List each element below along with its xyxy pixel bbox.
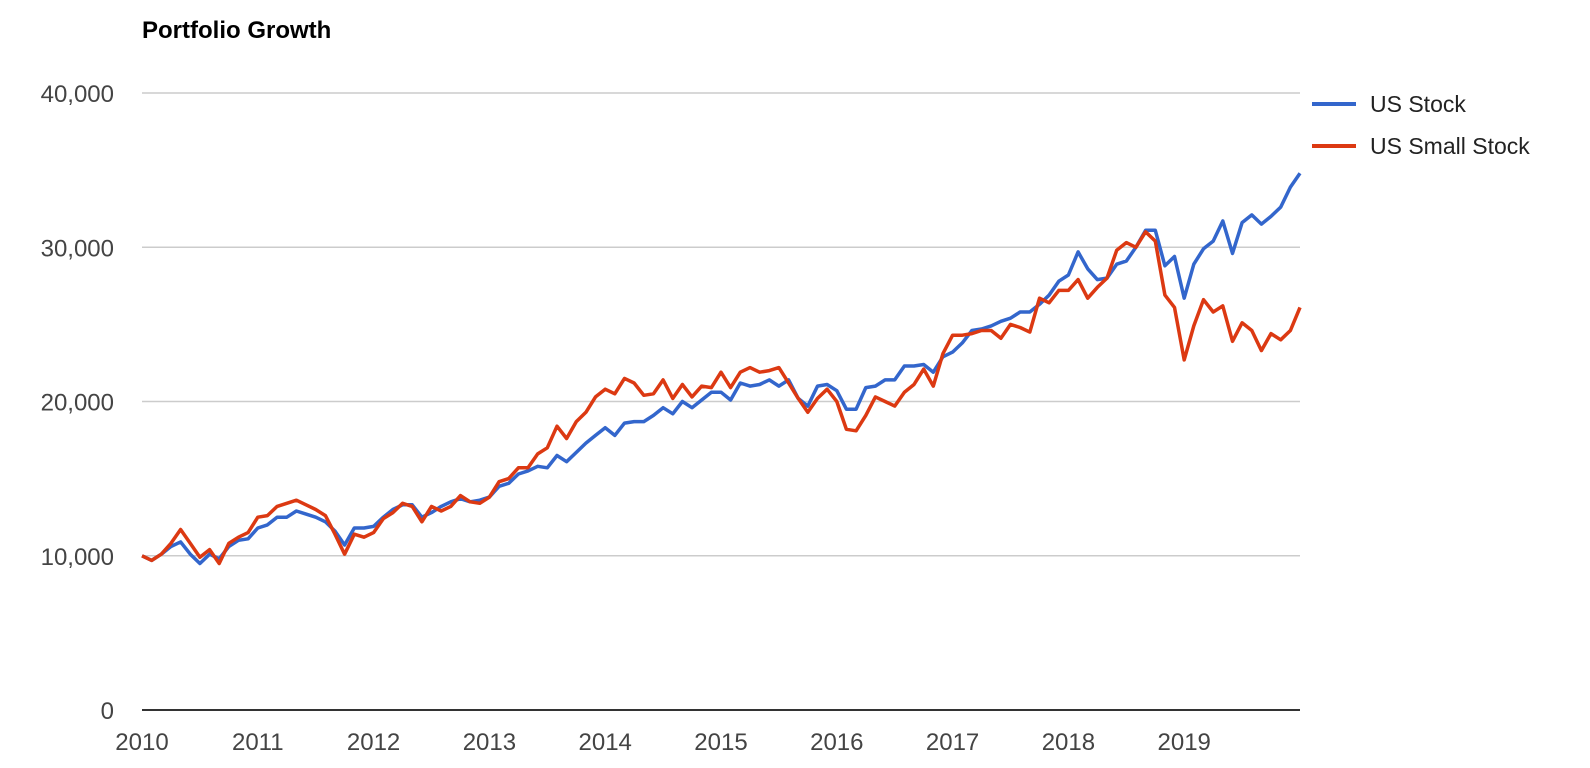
x-tick-label: 2015 bbox=[694, 729, 747, 756]
y-tick-label: 40,000 bbox=[41, 81, 114, 108]
x-tick-label: 2012 bbox=[347, 729, 400, 756]
series-lines bbox=[141, 172, 1302, 566]
y-tick-label: 30,000 bbox=[41, 235, 114, 262]
legend-label: US Small Stock bbox=[1370, 133, 1530, 159]
legend-item[interactable]: US Small Stock bbox=[1312, 133, 1530, 159]
x-tick-label: 2014 bbox=[579, 729, 632, 756]
chart-title: Portfolio Growth bbox=[142, 17, 332, 44]
x-tick-label: 2017 bbox=[926, 729, 979, 756]
x-axis-ticks: 2010 2011 2012 2013 2014 2015 2016 2017 2018 2019 bbox=[115, 729, 1211, 756]
legend[interactable]: US Stock US Small Stock bbox=[1312, 91, 1530, 159]
y-tick-label: 20,000 bbox=[41, 390, 114, 417]
legend-label: US Stock bbox=[1370, 91, 1466, 117]
series-line-us-small-stock bbox=[141, 230, 1302, 566]
legend-item[interactable]: US Stock bbox=[1312, 91, 1466, 117]
x-tick-label: 2019 bbox=[1158, 729, 1211, 756]
y-tick-label: 0 bbox=[101, 698, 114, 725]
x-tick-label: 2016 bbox=[810, 729, 863, 756]
x-tick-label: 2018 bbox=[1042, 729, 1095, 756]
series-line-us-stock bbox=[141, 172, 1302, 566]
gridlines bbox=[142, 92, 1300, 557]
y-axis-ticks: 0 10,000 20,000 30,000 40,000 bbox=[41, 81, 114, 725]
x-tick-label: 2010 bbox=[115, 729, 168, 756]
x-tick-label: 2013 bbox=[463, 729, 516, 756]
y-tick-label: 10,000 bbox=[41, 544, 114, 571]
x-tick-label: 2011 bbox=[232, 729, 284, 756]
